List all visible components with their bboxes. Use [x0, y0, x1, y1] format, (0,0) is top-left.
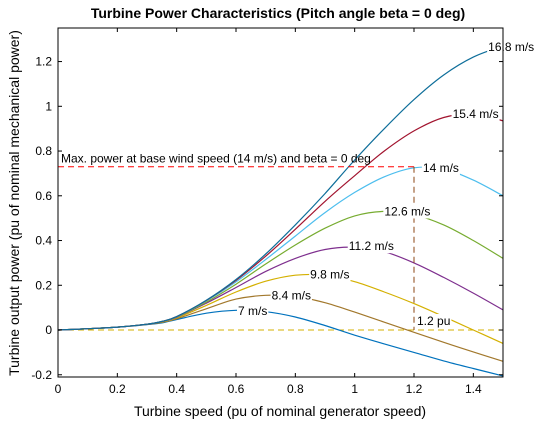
plot-area: 7 m/s 8.4 m/s 9.8 m/s 11.2 m/s 12.6 m/s 14 m/… — [57, 40, 536, 377]
series-label: 15.4 m/s — [453, 107, 499, 121]
series-label-bg — [487, 40, 536, 55]
axis-ticks: 0 0.2 0.4 0.6 0.8 1 1.2 1.4-0.200.20.40.60.811.… — [31, 28, 503, 396]
series-line-2 — [57, 273, 504, 344]
series-label-bg — [237, 304, 269, 319]
y-tick-label: 0.4 — [35, 234, 52, 248]
series-label: 7 m/s — [238, 304, 267, 318]
base-speed-annotation: 1.2 pu — [417, 314, 450, 328]
series-label: 14 m/s — [423, 161, 459, 175]
series-label: 12.6 m/s — [384, 204, 430, 218]
x-tick-label: 1 — [351, 382, 358, 396]
y-tick-label: 0 — [45, 323, 52, 337]
series-label-bg — [347, 239, 395, 254]
series-label-bg — [270, 288, 312, 303]
series-line-7 — [57, 45, 504, 331]
series-label-bg — [421, 161, 460, 176]
x-tick-label: 0.4 — [168, 382, 185, 396]
y-tick-label: 1 — [45, 99, 52, 113]
y-axis-label: Turbine output power (pu of nominal mech… — [6, 30, 22, 376]
series-line-4 — [57, 210, 504, 331]
chart-title: Turbine Power Characteristics (Pitch ang… — [91, 5, 465, 21]
x-tick-label: 0 — [55, 382, 62, 396]
plot-frame — [57, 27, 504, 378]
series-line-5 — [57, 166, 504, 331]
x-tick-label: 1.4 — [465, 382, 482, 396]
y-tick-label: 0.6 — [35, 189, 52, 203]
series-label-bg — [383, 204, 432, 219]
series-label-bg — [451, 107, 500, 122]
series-label: 11.2 m/s — [349, 239, 394, 253]
series-line-1 — [57, 294, 504, 362]
max-power-annotation: Max. power at base wind speed (14 m/s) a… — [61, 152, 371, 166]
x-axis-label: Turbine speed (pu of nominal generator s… — [134, 403, 426, 419]
series-label: 16.8 m/s — [488, 40, 534, 54]
y-tick-label: 1.2 — [35, 55, 52, 69]
x-tick-label: 1.2 — [406, 382, 423, 396]
x-tick-label: 0.6 — [228, 382, 245, 396]
series-label: 8.4 m/s — [272, 288, 311, 302]
x-tick-label: 0.8 — [287, 382, 304, 396]
y-tick-label: 0.8 — [35, 144, 52, 158]
series-label-bg — [309, 267, 351, 282]
y-tick-label: -0.2 — [31, 368, 52, 382]
series-label: 9.8 m/s — [310, 268, 349, 282]
base-speed-annotation-bg — [416, 314, 452, 329]
x-tick-label: 0.2 — [109, 382, 126, 396]
y-tick-label: 0.2 — [35, 278, 52, 292]
